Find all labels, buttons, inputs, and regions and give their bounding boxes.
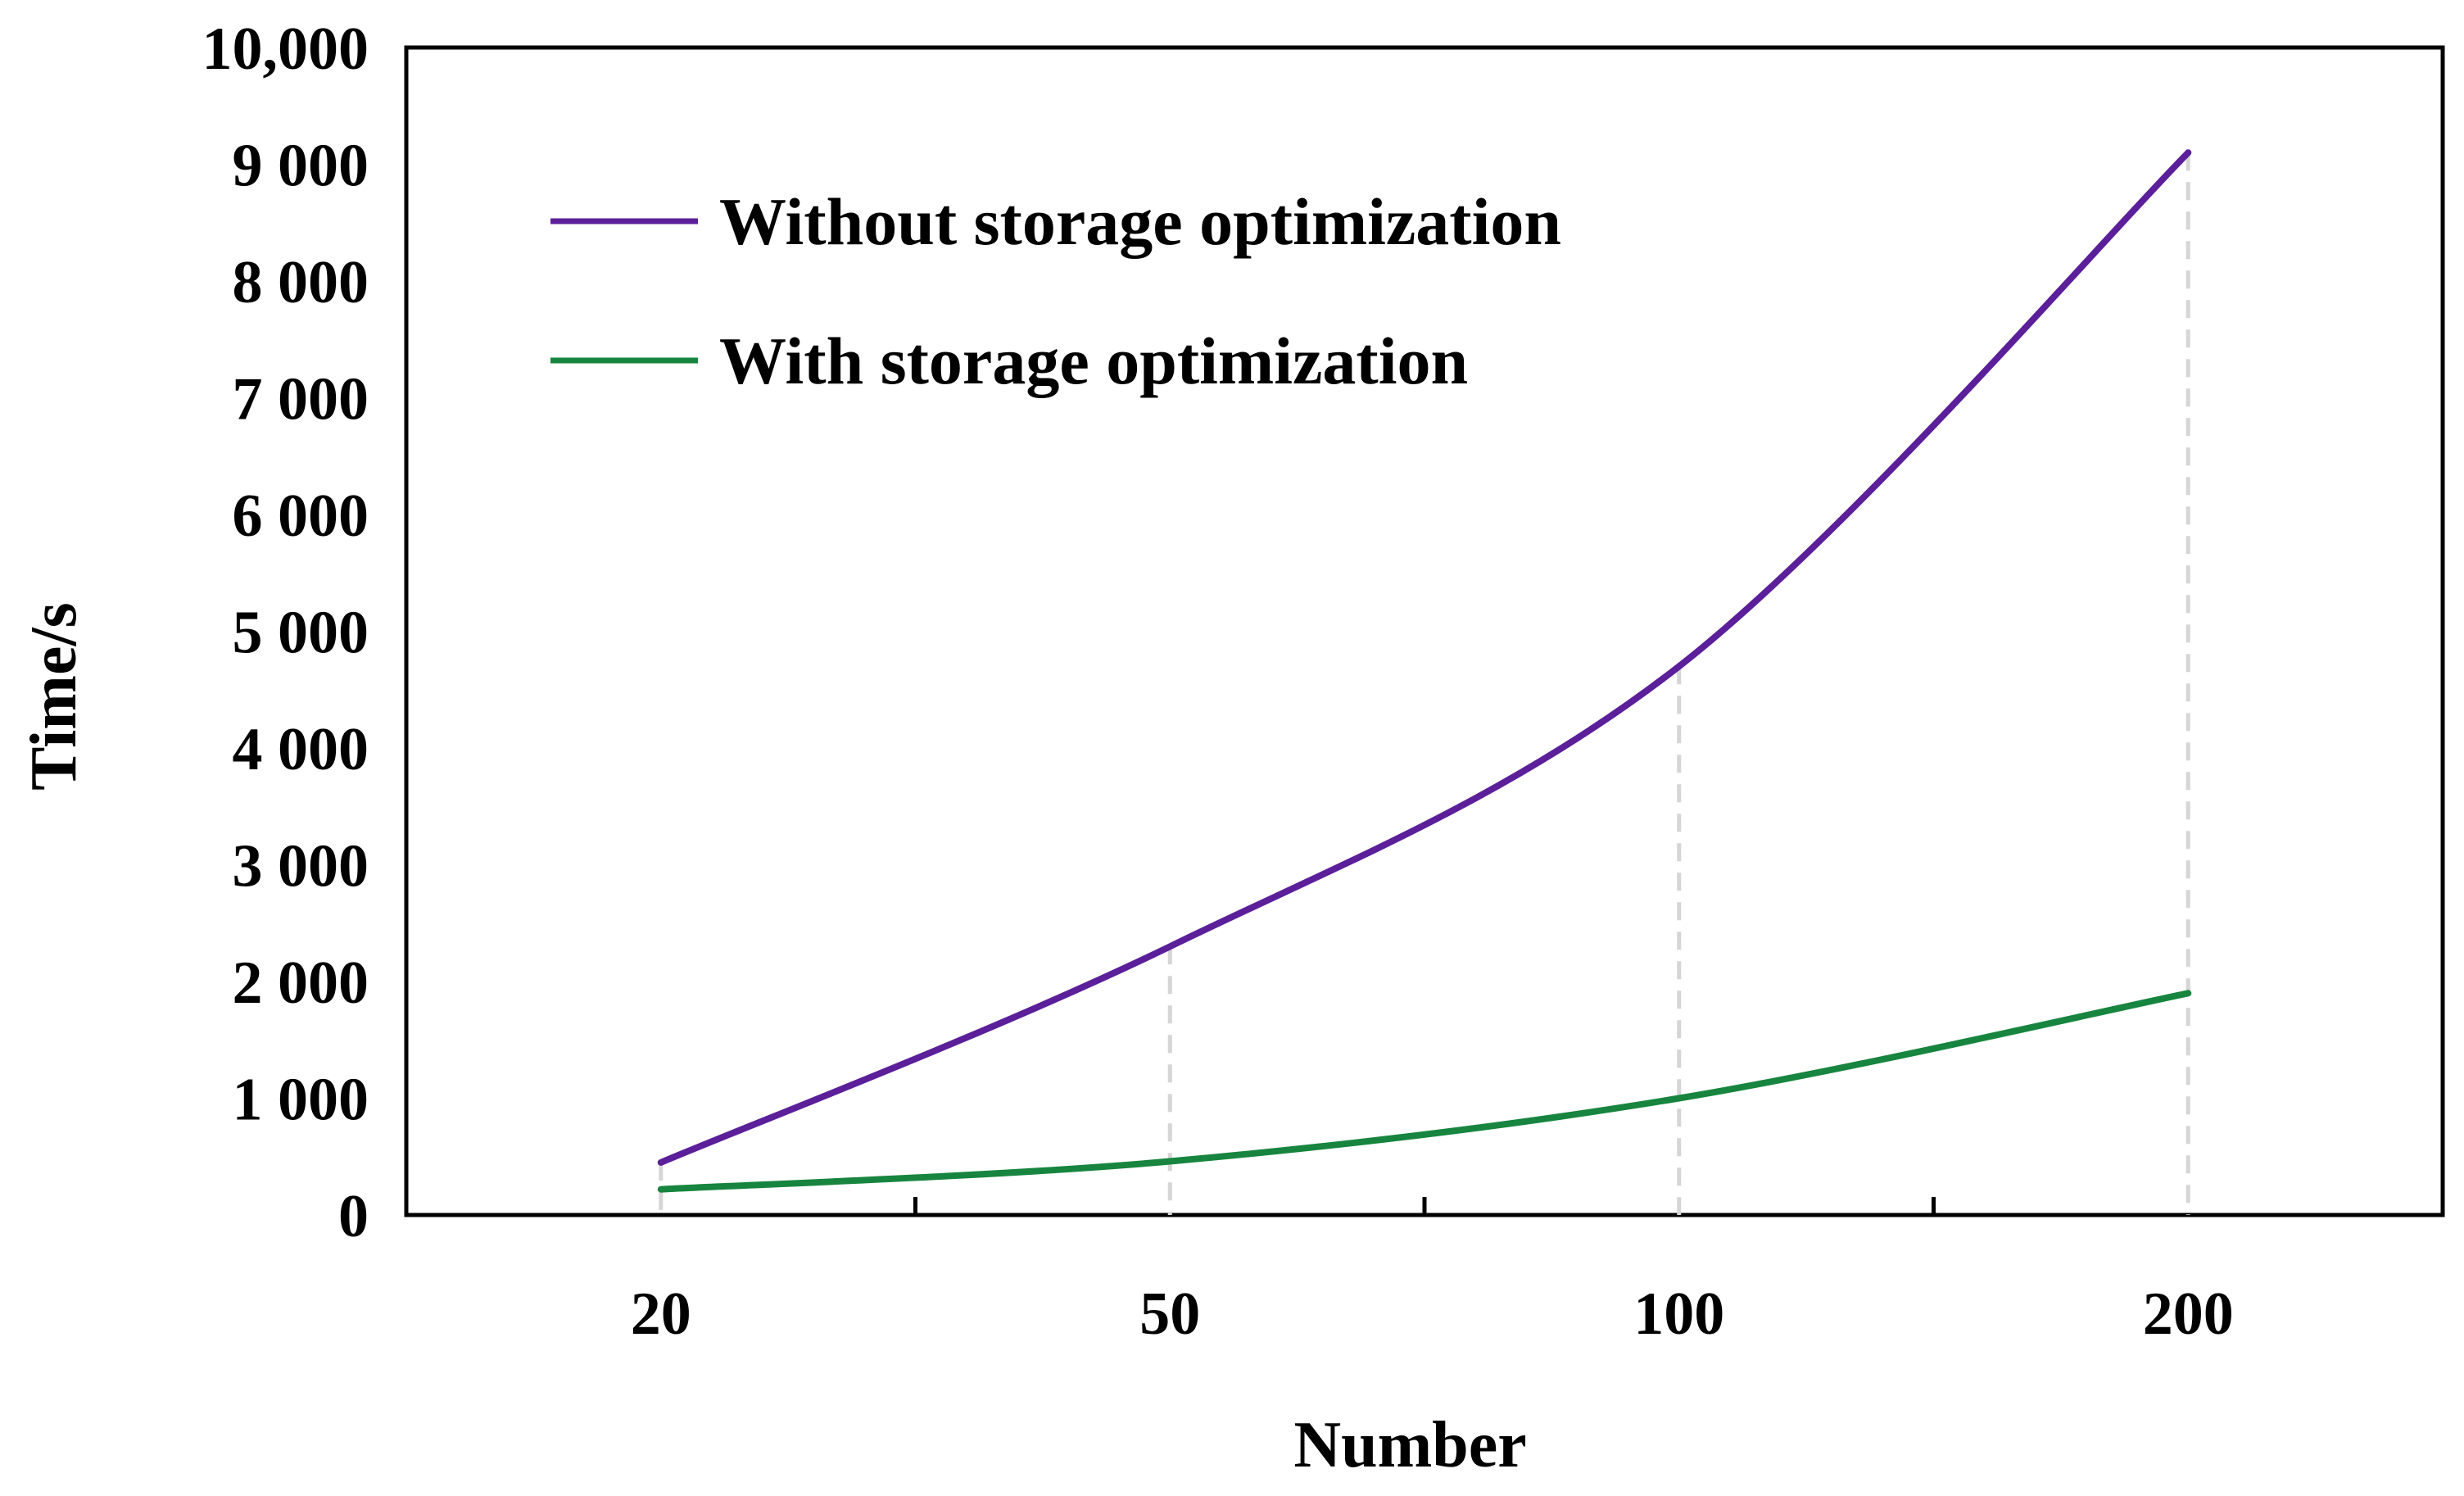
x-tick-label: 50 xyxy=(1139,1281,1200,1348)
y-tick-label: 10,000 xyxy=(202,16,369,83)
series-layer xyxy=(657,149,2192,1193)
y-tick-label: 9 000 xyxy=(233,133,369,200)
ticks-layer xyxy=(913,1197,1936,1215)
x-axis-title: Number xyxy=(1293,1409,1526,1481)
drop-lines-layer xyxy=(659,152,2190,1215)
series-line-1 xyxy=(657,149,2192,1166)
y-tick-label: 3 000 xyxy=(233,833,369,900)
labels-layer: 20 50 100 200 0 1 000 2 000 3 000 4 000 5 000 6 00… xyxy=(18,16,2234,1481)
y-tick-label: 2 000 xyxy=(233,950,369,1017)
y-tick-label: 5 000 xyxy=(233,600,369,667)
x-tick-label: 200 xyxy=(2143,1281,2234,1348)
x-tick-label: 20 xyxy=(631,1281,691,1348)
legend-label-2: With storage optimization xyxy=(719,324,1468,398)
x-tick-label: 100 xyxy=(1633,1281,1724,1348)
legend-label-1: Without storage optimization xyxy=(719,184,1561,259)
y-tick-label: 7 000 xyxy=(233,366,369,433)
series-line-2 xyxy=(657,990,2192,1193)
chart-legend: Without storage optimization With storage… xyxy=(550,184,1561,398)
y-tick-label: 8 000 xyxy=(233,249,369,316)
y-tick-label: 1 000 xyxy=(233,1067,369,1134)
y-axis-title: Time/s xyxy=(18,602,90,791)
y-tick-label: 0 xyxy=(338,1183,369,1250)
y-tick-label: 4 000 xyxy=(233,716,369,783)
y-tick-label: 6 000 xyxy=(233,483,369,550)
